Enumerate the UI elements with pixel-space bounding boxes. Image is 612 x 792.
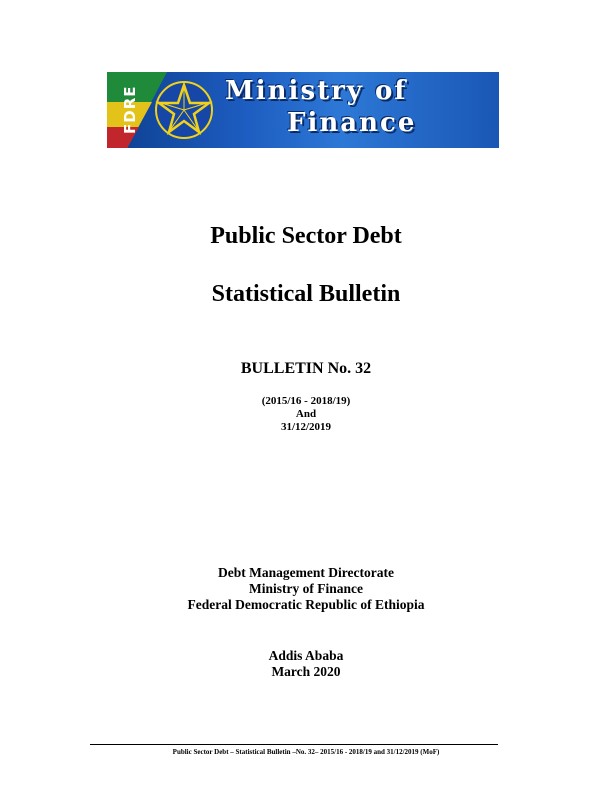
document-title-line2: Statistical Bulletin [211,281,401,307]
bulletin-date: 31/12/2019 [280,421,332,433]
org-directorate: Debt Management Directorate [218,565,394,580]
banner-line1: Ministry of [225,76,408,106]
banner-graphic [107,72,213,148]
footer-divider [90,744,498,745]
publication-date: March 2020 [271,664,341,679]
ethiopian-emblem-star-icon [155,81,213,139]
banner-line2: Finance [287,108,417,138]
ministry-banner-logo: FDRE Ministry of Finance [107,72,499,148]
org-country: Federal Democratic Republic of Ethiopia [187,597,425,612]
bulletin-period: (2015/16 - 2018/19) [261,395,351,407]
document-title-line1: Public Sector Debt [210,223,402,249]
banner-fdre-text: FDRE [121,85,139,135]
bulletin-and: And [295,408,317,420]
publication-city: Addis Ababa [268,648,344,663]
bulletin-number: BULLETIN No. 32 [240,360,372,377]
org-ministry: Ministry of Finance [249,581,363,596]
page-footer: Public Sector Debt – Statistical Bulleti… [172,748,440,756]
